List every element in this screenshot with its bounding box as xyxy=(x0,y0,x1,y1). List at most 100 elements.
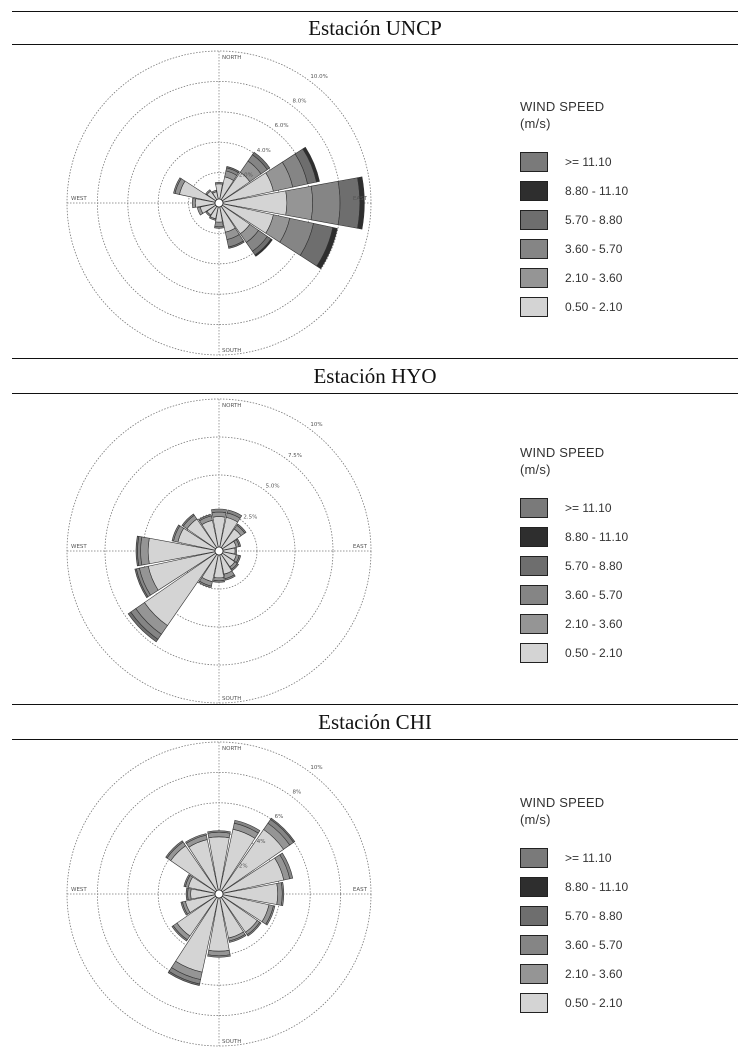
compass-label-s: SOUTH xyxy=(222,1039,241,1045)
legend-label: 5.70 - 8.80 xyxy=(565,909,623,923)
legend-item: 8.80 - 11.10 xyxy=(520,527,628,547)
petal-s xyxy=(207,949,231,957)
ring-label: 10% xyxy=(310,422,322,428)
legend-swatch xyxy=(520,993,548,1013)
legend-label: 5.70 - 8.80 xyxy=(565,559,623,573)
legend-item: 0.50 - 2.10 xyxy=(520,297,622,317)
legend-label: 0.50 - 2.10 xyxy=(565,300,623,314)
compass-label-w: WEST xyxy=(71,887,87,893)
legend-item: 5.70 - 8.80 xyxy=(520,906,622,926)
legend-item: 8.80 - 11.10 xyxy=(520,877,628,897)
petal-nnw xyxy=(185,833,207,844)
petal-ene xyxy=(235,538,242,547)
legend-label: >= 11.10 xyxy=(565,851,612,865)
petal-ne xyxy=(270,817,296,843)
legend-label: 2.10 - 3.60 xyxy=(565,271,623,285)
wind-rose-chi: 2% 4% 6% 8% 10% NORTH SOUTH EAST WEST xyxy=(66,741,372,1047)
wind-rose-hyo: 2.5% 5.0% 7.5% 10% NORTH SOUTH EAST WEST xyxy=(66,398,372,704)
legend-item: >= 11.10 xyxy=(520,152,612,172)
petal-nnw xyxy=(198,514,212,522)
petal-sse xyxy=(228,933,247,943)
legend-label: 0.50 - 2.10 xyxy=(565,646,623,660)
legend-uncp: WIND SPEED (m/s) >= 11.10 8.80 - 11.10 5.70… xyxy=(520,98,720,328)
legend-swatch xyxy=(520,906,548,926)
compass-label-s: SOUTH xyxy=(222,696,241,702)
legend-label: 2.10 - 3.60 xyxy=(565,617,623,631)
legend-swatch xyxy=(520,556,548,576)
legend-label: 3.60 - 5.70 xyxy=(565,938,623,952)
ring-label: 10.0% xyxy=(310,74,327,80)
legend-item: 3.60 - 5.70 xyxy=(520,585,622,605)
legend-swatch xyxy=(520,935,548,955)
petal-ssw xyxy=(167,971,200,986)
petal-ne xyxy=(251,151,271,171)
legend-label: 5.70 - 8.80 xyxy=(565,213,623,227)
legend-chi: WIND SPEED (m/s) >= 11.10 8.80 - 11.10 5.70… xyxy=(520,794,720,1024)
legend-swatch xyxy=(520,614,548,634)
petal-ese xyxy=(316,227,338,270)
chart-title: Estación UNCP xyxy=(12,11,738,45)
legend-item: 5.70 - 8.80 xyxy=(520,556,622,576)
petal-w xyxy=(140,536,150,566)
petal-n xyxy=(211,511,227,518)
ring-label: 10% xyxy=(310,765,322,771)
petal-nw xyxy=(181,513,195,527)
petal-ese xyxy=(265,905,276,926)
petal-s xyxy=(213,580,225,583)
petal-sw xyxy=(205,210,212,217)
legend-swatch xyxy=(520,527,548,547)
legend-title: WIND SPEED (m/s) xyxy=(520,99,605,131)
petal-e xyxy=(280,882,285,906)
petal-w xyxy=(185,887,189,901)
petal-wnw xyxy=(183,874,191,888)
petal-n xyxy=(214,181,224,185)
ring-label: 2.5% xyxy=(243,514,257,520)
compass-label-e: EAST xyxy=(353,887,368,893)
petal-sw xyxy=(127,611,159,643)
legend-item: 0.50 - 2.10 xyxy=(520,643,622,663)
petal-e xyxy=(357,176,365,230)
petal-s xyxy=(207,954,231,958)
legend-label: 3.60 - 5.70 xyxy=(565,242,623,256)
petal-nne xyxy=(226,166,240,174)
petal-ne xyxy=(236,523,247,534)
petal-s xyxy=(214,226,224,229)
ring-label: 6% xyxy=(275,814,284,820)
compass-label-e: EAST xyxy=(353,196,368,202)
panel-hyo: Estación HYO 2.5% 5.0% 7.5% 10% NORTH SOUTH EA… xyxy=(0,358,740,704)
legend-item: 2.10 - 3.60 xyxy=(520,964,622,984)
petal-w xyxy=(135,535,140,567)
petal-ssw xyxy=(208,216,216,221)
legend-swatch xyxy=(520,181,548,201)
legend-item: 5.70 - 8.80 xyxy=(520,210,622,230)
legend-label: >= 11.10 xyxy=(565,501,612,515)
legend-swatch xyxy=(520,643,548,663)
petal-ene xyxy=(279,852,294,880)
legend-label: >= 11.10 xyxy=(565,155,612,169)
panel-uncp: Estación UNCP 2.0% 4.0% 6.0% 8.0% 10.0% NORTH… xyxy=(0,0,740,358)
ring-label: 4% xyxy=(257,839,266,845)
petal-se xyxy=(231,563,239,571)
compass-label-s: SOUTH xyxy=(222,348,241,354)
petal-nw xyxy=(205,189,212,196)
petal-wnw xyxy=(171,524,181,542)
petal-e xyxy=(337,177,361,229)
ring-label: 6.0% xyxy=(275,123,289,129)
petal-n xyxy=(207,831,231,839)
legend-swatch xyxy=(520,268,548,288)
legend-item: 3.60 - 5.70 xyxy=(520,239,622,259)
petal-sse xyxy=(228,240,245,249)
petal-sw xyxy=(171,925,188,942)
petal-nnw xyxy=(211,189,217,194)
legend-swatch xyxy=(520,964,548,984)
legend-item: >= 11.10 xyxy=(520,848,612,868)
ring-label: 8% xyxy=(292,790,301,796)
ring-label: 2.0% xyxy=(239,172,253,178)
legend-swatch xyxy=(520,877,548,897)
compass-label-n: NORTH xyxy=(222,55,241,61)
compass-label-n: NORTH xyxy=(222,403,241,409)
wind-rose-uncp: 2.0% 4.0% 6.0% 8.0% 10.0% NORTH SOUTH EAST WEST xyxy=(66,50,372,356)
legend-swatch xyxy=(520,585,548,605)
ring-label: 8.0% xyxy=(292,99,306,105)
chart-title: Estación CHI xyxy=(12,704,738,740)
